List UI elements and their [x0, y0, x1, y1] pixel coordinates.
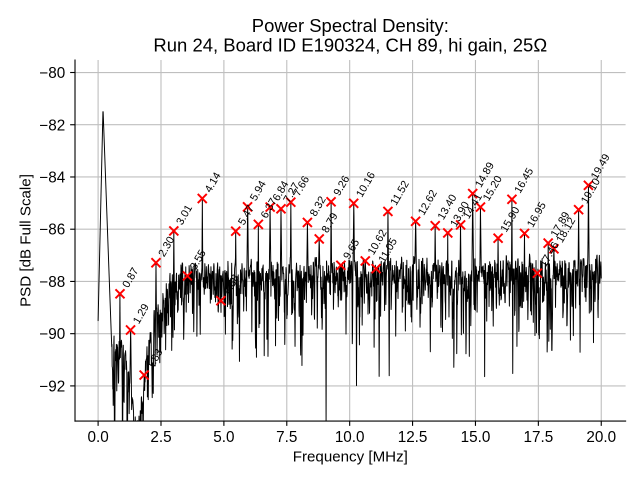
svg-text:15.0: 15.0 — [461, 429, 491, 446]
svg-text:−80: −80 — [39, 65, 65, 82]
svg-text:Power Spectral Density:: Power Spectral Density: — [252, 15, 449, 36]
svg-text:−92: −92 — [39, 378, 65, 395]
svg-text:7.5: 7.5 — [276, 429, 297, 446]
svg-text:17.5: 17.5 — [523, 429, 553, 446]
svg-text:12.5: 12.5 — [398, 429, 428, 446]
svg-text:Frequency [MHz]: Frequency [MHz] — [293, 448, 408, 465]
svg-text:−90: −90 — [39, 326, 65, 343]
svg-text:10.0: 10.0 — [335, 429, 365, 446]
svg-text:20.0: 20.0 — [586, 429, 616, 446]
svg-text:5.0: 5.0 — [213, 429, 234, 446]
svg-text:2.5: 2.5 — [150, 429, 171, 446]
svg-text:−82: −82 — [39, 117, 65, 134]
svg-text:Run 24, Board ID E190324, CH 8: Run 24, Board ID E190324, CH 89, hi gain… — [153, 35, 547, 56]
svg-text:PSD [dB Full Scale]: PSD [dB Full Scale] — [18, 174, 35, 307]
svg-text:−88: −88 — [39, 274, 65, 291]
svg-text:−84: −84 — [39, 170, 65, 187]
svg-text:−86: −86 — [39, 222, 65, 239]
svg-text:0.0: 0.0 — [87, 429, 108, 446]
